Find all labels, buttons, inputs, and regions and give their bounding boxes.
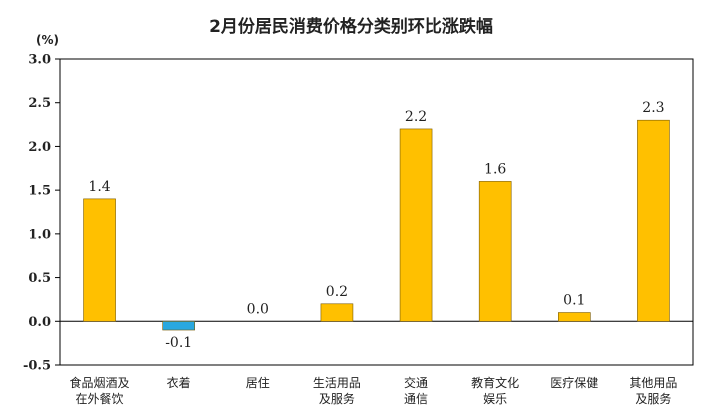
y-tick-label: 3.0 [28, 53, 51, 68]
data-label: 1.6 [484, 161, 506, 177]
data-labels: 1.4 -0.1 0.0 0.2 2.2 1.6 0.1 2.3 [88, 100, 664, 351]
x-category-label: 交通 [404, 375, 428, 390]
x-category-label: 其他用品 [629, 376, 677, 390]
data-label: 1.4 [88, 179, 110, 195]
plot-frame [59, 58, 694, 366]
bars [83, 119, 670, 331]
y-tick-label: 0.0 [28, 315, 51, 330]
data-label: 2.2 [405, 109, 427, 125]
y-tick-label: 1.0 [28, 227, 51, 242]
x-category-label: 通信 [404, 392, 428, 406]
y-tick-label: -0.5 [23, 359, 51, 374]
data-label: 0.2 [326, 284, 348, 300]
x-category-label: 医疗保健 [550, 376, 598, 390]
x-category-label: 食品烟酒及 [70, 375, 130, 390]
data-label: 0.0 [247, 301, 269, 317]
x-category-label: 在外餐饮 [76, 391, 124, 406]
x-category-label: 娱乐 [483, 392, 507, 406]
bar [637, 119, 670, 322]
data-label: 0.1 [563, 293, 585, 309]
data-label: -0.1 [165, 335, 192, 351]
y-tick-label: 0.5 [28, 271, 51, 286]
bar [83, 198, 116, 322]
y-tick-label: 1.5 [28, 184, 51, 199]
x-category-label: 生活用品 [313, 376, 361, 390]
x-category-label: 居住 [246, 376, 270, 390]
x-category-label: 及服务 [319, 391, 355, 406]
y-tick-label: 2.0 [28, 140, 51, 155]
bar [558, 312, 591, 322]
x-category-label: 及服务 [635, 391, 671, 406]
bar [478, 181, 512, 322]
y-unit-label: (%) [36, 33, 59, 47]
bar [399, 128, 433, 322]
y-axis: -0.5 0.0 0.5 1.0 1.5 2.0 2.5 3.0 [23, 53, 60, 374]
data-label: 2.3 [642, 100, 664, 116]
x-category-label: 衣着 [167, 375, 191, 390]
bar [162, 320, 195, 331]
bar [320, 303, 354, 322]
x-category-label: 教育文化 [471, 375, 519, 390]
y-tick-label: 2.5 [28, 96, 51, 111]
chart-title: 2月份居民消费价格分类别环比涨跌幅 [209, 17, 493, 37]
